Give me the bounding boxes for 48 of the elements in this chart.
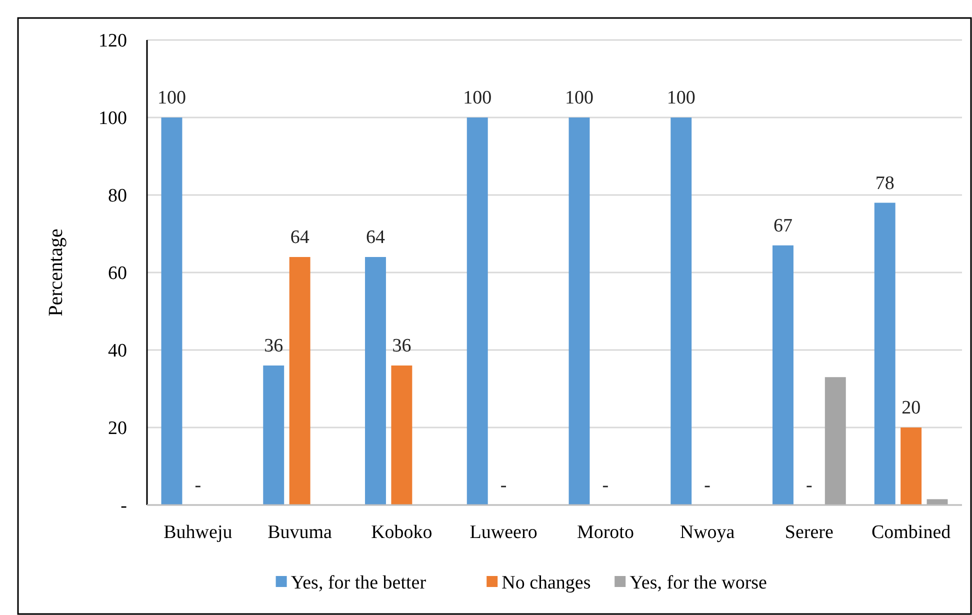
bar [568, 118, 590, 505]
data-label: 100 [463, 88, 492, 108]
bar [824, 377, 846, 505]
data-label: 78 [875, 172, 894, 194]
bar [900, 428, 922, 505]
data-label: 67 [773, 215, 792, 236]
x-tick-label: Combined [871, 522, 952, 543]
y-axis-title: Percentage [45, 228, 67, 316]
data-label: 20 [902, 398, 921, 418]
data-label: 36 [392, 336, 412, 356]
data-label: 100 [157, 88, 186, 108]
y-tick-label: - [120, 496, 127, 517]
data-label: - [602, 475, 609, 496]
bar [365, 257, 386, 505]
y-tick-label: 100 [98, 108, 127, 130]
x-tick-label: Serere [784, 522, 834, 543]
bar [926, 499, 948, 505]
y-tick-label: 120 [98, 30, 127, 52]
data-label: - [500, 475, 507, 496]
x-tick-label: Buvuma [268, 522, 333, 543]
bar [466, 118, 488, 505]
y-tick-label: 60 [108, 263, 127, 284]
data-label: 100 [564, 88, 594, 108]
bar [391, 366, 412, 505]
data-label: 100 [666, 88, 696, 108]
x-tick-label: Nwoya [680, 522, 736, 543]
bar [263, 366, 284, 505]
data-label: - [806, 475, 812, 496]
bar [161, 118, 182, 505]
y-tick-label: 80 [108, 186, 127, 207]
data-label: - [704, 475, 710, 496]
bar [670, 118, 692, 505]
y-tick-label: 20 [108, 418, 127, 440]
data-label: 64 [366, 227, 386, 248]
y-tick-label: 40 [108, 340, 127, 362]
legend-label: Yes, for the worse [630, 572, 767, 594]
x-tick-label: Koboko [371, 522, 432, 543]
data-label: 64 [290, 227, 310, 248]
data-label: 36 [264, 336, 284, 356]
x-tick-label: Moroto [576, 522, 634, 543]
x-tick-label: Buhweju [164, 522, 233, 543]
bar [289, 257, 310, 505]
data-label: - [194, 475, 202, 496]
bar [772, 245, 794, 505]
legend-label: Yes, for the better [290, 572, 427, 594]
x-tick-label: Luweero [470, 522, 538, 543]
legend-label: No changes [502, 572, 591, 594]
bar [874, 202, 896, 505]
